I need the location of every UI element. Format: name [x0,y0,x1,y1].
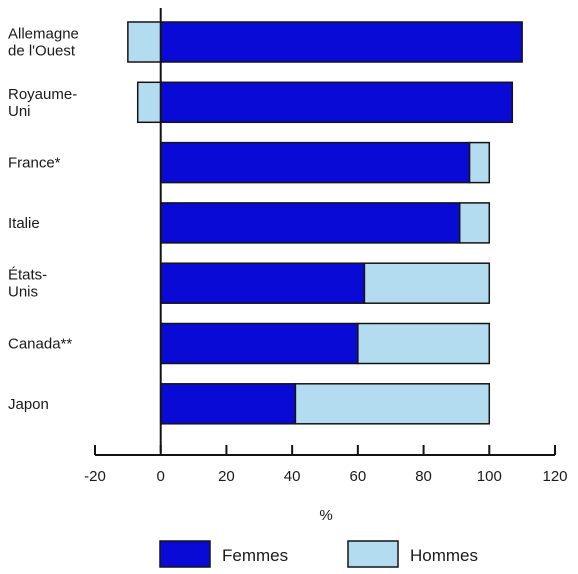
x-axis: -20 0 20 40 60 80 100 120 [84,8,568,485]
category-label: France* [8,155,61,172]
bar-hommes [357,322,491,365]
x-tick-label: 20 [218,468,235,485]
bar-femmes [159,21,523,63]
category-labels: Allemagne de l'Ouest Royaume-Uni France* Ita… [8,26,79,413]
bar-hommes [294,383,491,425]
bar-hommes [127,21,162,63]
category-label: Italie [8,215,40,232]
bar-femmes [159,383,297,425]
legend-swatch [347,540,399,568]
bar-hommes [136,81,162,124]
bar-femmes [159,202,461,244]
x-tick-label: 0 [157,468,165,485]
bar-hommes [363,262,491,304]
x-axis-label: % [319,507,332,524]
bar-hommes [468,141,491,184]
bars-group [127,21,523,425]
category-label-line: de l'Ouest [8,43,76,60]
category-label-line: Japon [8,396,49,413]
bar-femmes [159,81,514,124]
bar-femmes [159,141,471,184]
x-tick-label: 120 [542,468,567,485]
category-label-line: France* [8,155,61,172]
category-label-line: États- [8,267,47,284]
category-label: Allemagne de l'Ouest [8,26,79,60]
x-tick-label: 80 [415,468,432,485]
x-tick-label: 60 [350,468,367,485]
category-label-line: Uni [8,103,31,120]
legend-label: Hommes [410,546,478,565]
category-label-line: Canada** [8,336,72,353]
category-label: États-Unis [8,267,47,301]
x-tick-label: 40 [284,468,301,485]
category-label-line: Royaume- [8,86,77,103]
category-label: Royaume-Uni [8,86,77,120]
x-tick-label: -20 [84,468,106,485]
bar-femmes [159,262,366,304]
legend-label: Femmes [222,546,288,565]
legend: Femmes Hommes [159,540,478,568]
bar-femmes [159,322,359,365]
category-label-line: Allemagne [8,26,79,43]
category-label: Japon [8,396,49,413]
category-label-line: Italie [8,215,40,232]
bar-hommes [458,202,491,244]
category-label-line: Unis [8,284,38,301]
legend-swatch [159,540,211,568]
category-label: Canada** [8,336,72,353]
x-tick-label: 100 [477,468,502,485]
